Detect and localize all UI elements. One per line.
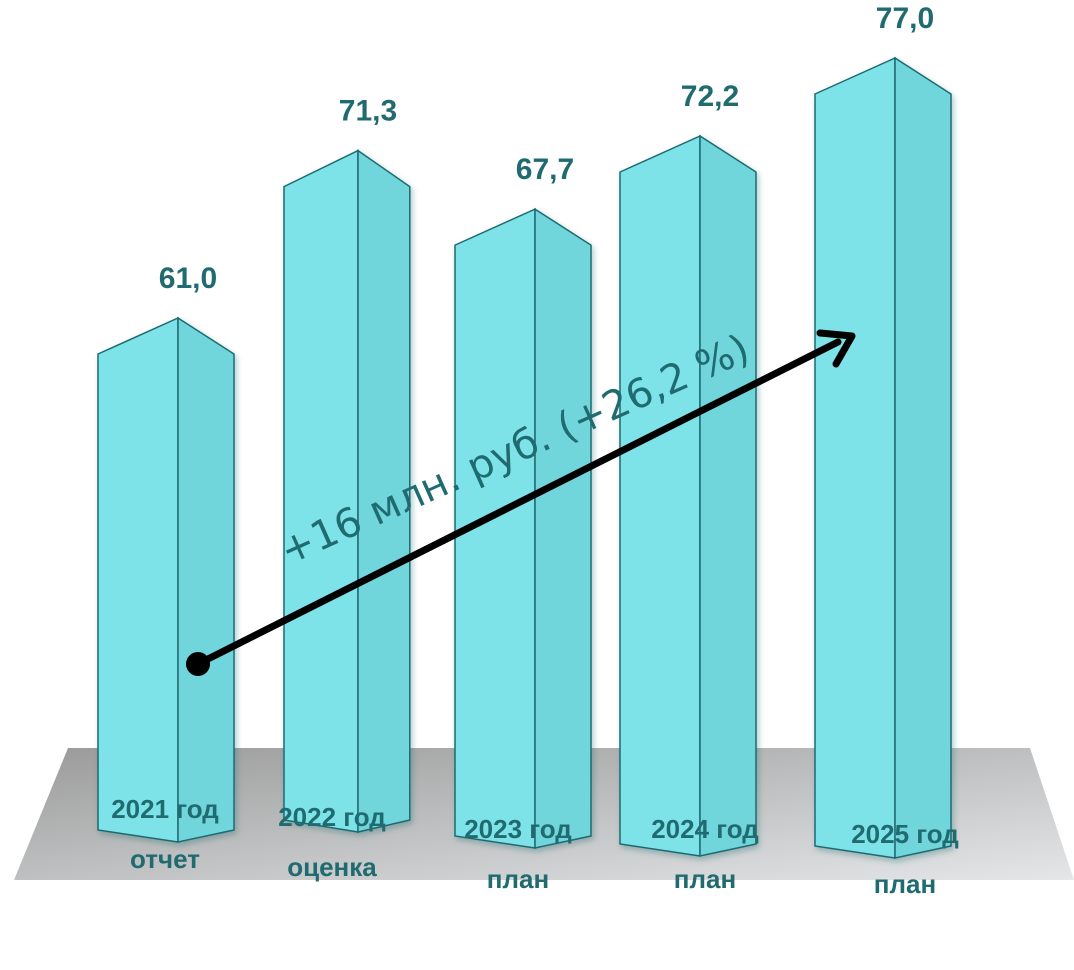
bar-value-label: 61,0 xyxy=(159,262,217,295)
category-label: отчет xyxy=(130,844,200,874)
bar-face-left xyxy=(814,56,896,859)
trend-arrow xyxy=(186,329,856,676)
bar xyxy=(283,149,411,833)
trend-arrow-line xyxy=(194,338,842,668)
bar-face-right xyxy=(177,316,235,843)
bar-face-left xyxy=(283,149,359,833)
bar-face-left xyxy=(619,134,701,857)
category-labels: 2021 год отчет 2022 год оценка 2023 год план 2… xyxy=(111,794,959,899)
bar xyxy=(619,134,757,857)
bar xyxy=(454,207,592,849)
bar-face-left xyxy=(97,316,179,843)
bar-face-right xyxy=(894,56,952,859)
bar xyxy=(97,316,235,843)
category-label: 2025 год xyxy=(851,819,959,849)
bars-layer xyxy=(97,56,952,859)
category-label: оценка xyxy=(287,852,377,882)
category-label: 2021 год xyxy=(111,794,219,824)
bar-face-right xyxy=(699,134,757,857)
category-label: 2022 год xyxy=(278,802,386,832)
category-label: план xyxy=(487,864,549,894)
bar-face-right xyxy=(357,149,411,833)
category-label: 2024 год xyxy=(651,814,759,844)
bar-value-label: 72,2 xyxy=(681,80,739,113)
bar-value-label: 71,3 xyxy=(339,95,397,128)
bar xyxy=(814,56,952,859)
trend-arrow-head xyxy=(816,329,856,368)
bar-value-label: 67,7 xyxy=(516,153,574,186)
value-labels: 61,0 71,3 67,7 72,2 77,0 xyxy=(159,2,934,295)
bar-value-label: 77,0 xyxy=(876,2,934,35)
category-label: план xyxy=(874,869,936,899)
trend-arrow-start-dot xyxy=(186,652,210,676)
category-label: 2023 год xyxy=(464,814,572,844)
category-label: план xyxy=(674,864,736,894)
bar-face-right xyxy=(534,207,592,849)
